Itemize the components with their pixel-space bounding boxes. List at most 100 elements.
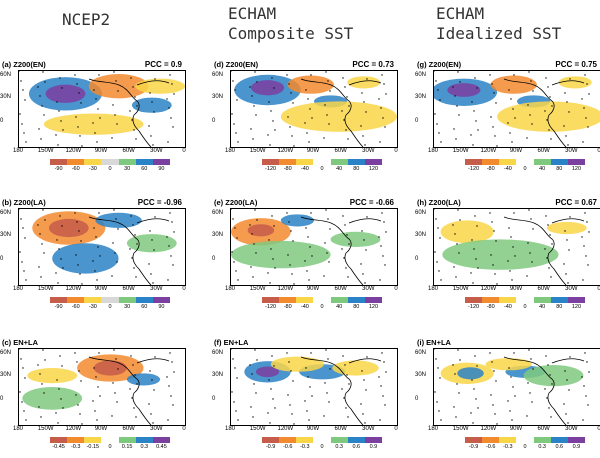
colorbar-swatch [516,159,534,165]
colorbar-swatch [533,159,551,165]
lon-tick-label: 90W [306,148,320,154]
colorbar-tick-label: -40 [300,166,309,172]
lat-tick-label: 0 [212,256,216,262]
colorbar-tick-label: -0.3 [503,444,513,450]
colorbar-tick-label: 0.3 [538,444,546,450]
lon-tick-label: 30W [565,426,578,432]
map-area [433,70,600,148]
colorbar-tick-label: 40 [336,166,343,172]
colorbar-swatch [499,297,517,303]
lon-tick-label: 90W [509,426,523,432]
lat-tick-label: 0 [415,256,419,262]
lon-tick-label: 60W [334,426,347,432]
colorbar-swatch [118,297,136,303]
colorbar-swatch [533,297,551,303]
colorbar-tick-label: -80 [283,166,292,172]
colorbar-swatch [313,437,331,443]
lon-tick-label: 90W [94,286,108,292]
colorbar-swatch [152,159,170,165]
colorbar-tick-label: -80 [486,304,495,310]
lon-tick-label: 150W [452,426,469,432]
colorbar-tick-label: 60 [141,166,148,172]
colorbar-tick-label: -40 [503,304,512,310]
colorbar-swatch [516,297,534,303]
lon-tick-label: 60W [334,286,347,292]
lon-tick-label: 60W [537,286,550,292]
colorbar-tick-label: 120 [571,304,582,310]
colorbar-swatch [101,159,119,165]
lon-tick-label: 0 [182,426,186,432]
map-area [230,208,398,286]
lon-tick-label: 60W [334,148,347,154]
lon-tick-label: 0 [597,148,600,154]
lon-tick-label: 120W [277,286,294,292]
map-panel: (e) Z200(LA) PCC = -0.66 60N 30N 0 180 150W 120… [212,198,398,338]
colorbar-swatch [152,437,170,443]
colorbar-tick-label: -0.9 [468,444,479,450]
colorbar-swatch [67,437,85,443]
lon-tick-label: 180 [427,148,439,154]
colorbar-tick-label: -80 [283,304,292,310]
colorbar [262,159,382,165]
map-panel: (c) EN+LA 60N 30N 0 180 150W 120W 90W 60W 30W 0 -0.… [0,338,186,458]
lon-tick-label: 90W [94,148,108,154]
lon-axis: 180 150W 120W 90W 60W 30W 0 [428,426,600,434]
colorbar-tick-label: -30 [88,304,97,310]
lon-tick-label: 120W [65,286,82,292]
pcc-value: PCC = -0.96 [137,198,182,207]
colorbar-swatch [50,297,68,303]
column-title-echam-composite: ECHAM Composite SST [228,4,354,43]
colorbar-swatch [67,297,85,303]
colorbar-tick-label: 40 [336,304,343,310]
colorbar-labels: -90 -60 -30 0 30 60 90 [50,166,170,174]
column-title-ncep2: NCEP2 [62,10,111,29]
lat-tick-label: 30N [0,372,12,378]
colorbar-swatch [296,297,314,303]
colorbar-swatch [347,297,365,303]
colorbar-swatch [279,159,297,165]
map-panel: (d) Z200(EN) PCC = 0.73 60N 30N 0 180 150W 120W… [212,60,398,200]
lon-tick-label: 120W [65,426,82,432]
colorbar-swatch [364,297,382,303]
lon-tick-label: 150W [37,426,54,432]
lon-tick-label: 150W [452,286,469,292]
colorbar-tick-label: -0.9 [265,444,276,450]
colorbar-labels: -120 -80 -40 0 40 80 120 [262,304,382,312]
lat-tick-label: 0 [415,118,419,124]
map-area [433,348,600,426]
colorbar-tick-label: -40 [503,166,512,172]
colorbar-tick-label: 0.15 [121,444,133,450]
colorbar [465,297,585,303]
lon-tick-label: 30W [362,148,375,154]
pcc-value: PCC = 0.9 [144,60,182,69]
lon-tick-label: 120W [277,426,294,432]
colorbar [262,437,382,443]
map-panel: (i) EN+LA 60N 30N 0 180 150W 120W 90W 60W 30W 0 -0.… [415,338,600,458]
colorbar-tick-label: 0 [523,444,527,450]
lon-tick-label: 180 [427,286,439,292]
lon-tick-label: 90W [94,426,108,432]
lat-tick-label: 30N [415,232,427,238]
colorbar-swatch [533,437,551,443]
lon-tick-label: 90W [509,286,523,292]
colorbar-tick-label: -90 [54,166,63,172]
colorbar-tick-label: 0 [108,166,112,172]
panel-label: (c) EN+LA [2,338,39,347]
lon-tick-label: 150W [249,426,266,432]
lon-tick-label: 30W [362,426,375,432]
colorbar-labels: -0.9 -0.6 -0.3 0 0.3 0.6 0.9 [262,444,382,452]
lat-tick-label: 30N [0,94,12,100]
lat-tick-label: 0 [0,396,4,402]
colorbar-tick-label: 30 [124,166,131,172]
colorbar-swatch [50,159,68,165]
colorbar-tick-label: -0.15 [86,444,100,450]
colorbar-swatch [567,437,585,443]
map-area [18,70,186,148]
colorbar-swatch [118,159,136,165]
colorbar-tick-label: -0.3 [70,444,81,450]
lon-tick-label: 150W [452,148,469,154]
colorbar-tick-label: -120 [265,166,277,172]
lon-axis: 180 150W 120W 90W 60W 30W 0 [428,148,600,156]
lat-tick-label: 30N [415,94,427,100]
